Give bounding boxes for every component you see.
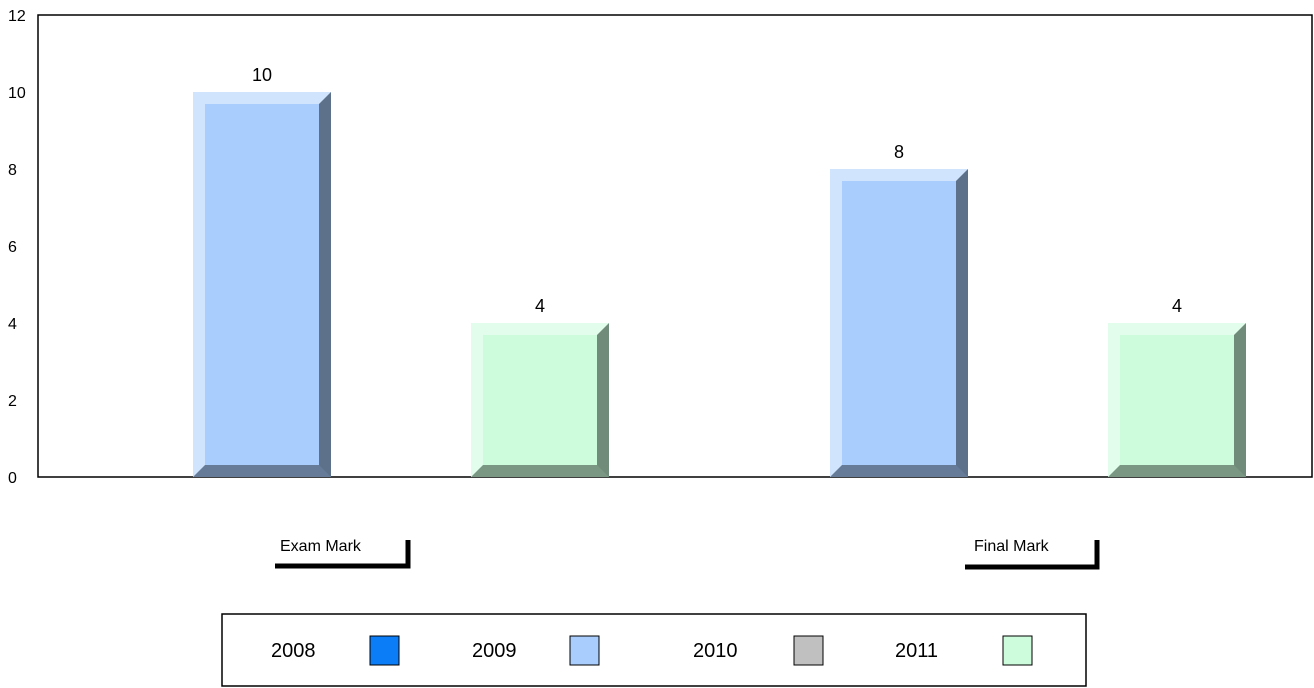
legend-swatch: [1002, 635, 1033, 666]
bar-2011-exam-mark: [471, 323, 609, 477]
y-tick-label: 2: [8, 393, 17, 410]
legend-box: [221, 613, 1087, 687]
y-tick-label: 6: [8, 239, 17, 256]
category-final-mark: Final Mark: [965, 538, 1100, 570]
legend-item-2009: 2009: [472, 635, 600, 666]
bar-2011-final-mark: [1108, 323, 1246, 477]
data-label: 4: [535, 296, 545, 316]
data-label: 4: [1172, 296, 1182, 316]
x-axis-categories: Exam Mark Final Mark: [275, 538, 1100, 570]
legend-swatch: [369, 635, 400, 666]
legend-item-2011: 2011: [895, 635, 1033, 666]
legend-label: 2009: [472, 640, 517, 662]
data-label: 8: [894, 142, 904, 162]
legend-swatch: [793, 635, 824, 666]
legend-item-2008: 2008: [271, 635, 400, 666]
category-bracket: [965, 540, 1100, 570]
y-tick-label: 8: [8, 162, 17, 179]
y-axis-ticks: 0 2 4 6 8 10 12: [8, 8, 26, 487]
data-labels: 10 4 8 4: [252, 65, 1182, 316]
y-tick-label: 12: [8, 8, 26, 25]
category-exam-mark: Exam Mark: [275, 538, 411, 569]
data-label: 10: [252, 65, 272, 85]
legend-label: 2010: [693, 640, 738, 662]
legend-swatch: [569, 635, 600, 666]
legend-label: 2008: [271, 640, 316, 662]
bar-2009-final-mark: [830, 169, 968, 477]
y-tick-label: 0: [8, 470, 17, 487]
category-label: Exam Mark: [280, 538, 362, 555]
y-tick-label: 10: [8, 85, 26, 102]
legend-label: 2011: [895, 640, 938, 662]
category-label: Final Mark: [974, 538, 1050, 555]
category-bracket: [275, 540, 411, 569]
y-tick-label: 4: [8, 316, 17, 333]
legend: 2008 2009 2010 2011: [221, 613, 1087, 687]
bar-2009-exam-mark: [193, 92, 331, 477]
legend-item-2010: 2010: [693, 635, 824, 666]
bars: [193, 92, 1246, 477]
